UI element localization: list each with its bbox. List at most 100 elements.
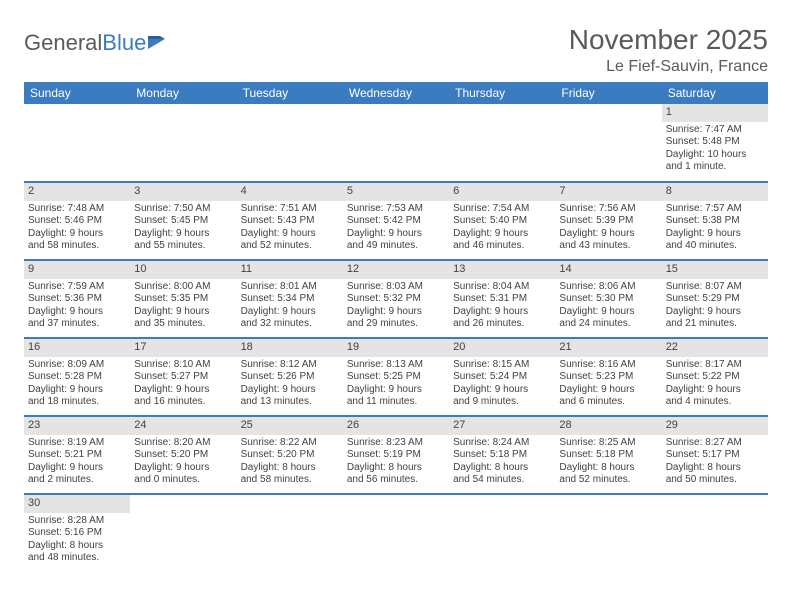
daylight-line1: Daylight: 9 hours xyxy=(453,306,551,319)
col-thursday: Thursday xyxy=(449,82,555,104)
daylight-line2: and 32 minutes. xyxy=(241,318,339,331)
daylight-line1: Daylight: 8 hours xyxy=(666,462,764,475)
day-cell: 28Sunrise: 8:25 AMSunset: 5:18 PMDayligh… xyxy=(555,416,661,494)
day-cell: 13Sunrise: 8:04 AMSunset: 5:31 PMDayligh… xyxy=(449,260,555,338)
day-cell xyxy=(555,494,661,572)
sunrise-text: Sunrise: 8:10 AM xyxy=(134,359,232,372)
sunset-text: Sunset: 5:29 PM xyxy=(666,293,764,306)
daylight-line2: and 16 minutes. xyxy=(134,396,232,409)
day-cell xyxy=(343,494,449,572)
col-monday: Monday xyxy=(130,82,236,104)
sunrise-text: Sunrise: 8:24 AM xyxy=(453,437,551,450)
daylight-line2: and 55 minutes. xyxy=(134,240,232,253)
sunrise-text: Sunrise: 8:06 AM xyxy=(559,281,657,294)
daylight-line2: and 43 minutes. xyxy=(559,240,657,253)
daylight-line2: and 58 minutes. xyxy=(28,240,126,253)
daylight-line2: and 1 minute. xyxy=(666,161,764,174)
day-body: Sunrise: 8:27 AMSunset: 5:17 PMDaylight:… xyxy=(662,435,768,491)
sunset-text: Sunset: 5:46 PM xyxy=(28,215,126,228)
daylight-line1: Daylight: 9 hours xyxy=(28,228,126,241)
sunrise-text: Sunrise: 7:56 AM xyxy=(559,203,657,216)
daylight-line2: and 2 minutes. xyxy=(28,474,126,487)
day-cell: 5Sunrise: 7:53 AMSunset: 5:42 PMDaylight… xyxy=(343,182,449,260)
day-number: 9 xyxy=(24,261,130,279)
day-cell: 2Sunrise: 7:48 AMSunset: 5:46 PMDaylight… xyxy=(24,182,130,260)
col-tuesday: Tuesday xyxy=(237,82,343,104)
title-block: November 2025 Le Fief-Sauvin, France xyxy=(569,24,768,76)
sunrise-text: Sunrise: 8:09 AM xyxy=(28,359,126,372)
day-cell: 21Sunrise: 8:16 AMSunset: 5:23 PMDayligh… xyxy=(555,338,661,416)
day-cell xyxy=(555,104,661,182)
day-number: 22 xyxy=(662,339,768,357)
day-number: 27 xyxy=(449,417,555,435)
day-cell: 10Sunrise: 8:00 AMSunset: 5:35 PMDayligh… xyxy=(130,260,236,338)
day-cell: 29Sunrise: 8:27 AMSunset: 5:17 PMDayligh… xyxy=(662,416,768,494)
daylight-line1: Daylight: 9 hours xyxy=(559,228,657,241)
daylight-line2: and 49 minutes. xyxy=(347,240,445,253)
week-row: 1Sunrise: 7:47 AMSunset: 5:48 PMDaylight… xyxy=(24,104,768,182)
sunset-text: Sunset: 5:21 PM xyxy=(28,449,126,462)
daylight-line1: Daylight: 8 hours xyxy=(559,462,657,475)
sunrise-text: Sunrise: 8:13 AM xyxy=(347,359,445,372)
daylight-line1: Daylight: 9 hours xyxy=(28,306,126,319)
daylight-line1: Daylight: 9 hours xyxy=(347,306,445,319)
sunrise-text: Sunrise: 8:12 AM xyxy=(241,359,339,372)
day-body: Sunrise: 7:48 AMSunset: 5:46 PMDaylight:… xyxy=(24,201,130,257)
daylight-line1: Daylight: 9 hours xyxy=(241,384,339,397)
day-number: 4 xyxy=(237,183,343,201)
sunrise-text: Sunrise: 7:54 AM xyxy=(453,203,551,216)
daylight-line1: Daylight: 9 hours xyxy=(453,384,551,397)
day-number: 11 xyxy=(237,261,343,279)
daylight-line1: Daylight: 9 hours xyxy=(453,228,551,241)
sunset-text: Sunset: 5:40 PM xyxy=(453,215,551,228)
sunset-text: Sunset: 5:45 PM xyxy=(134,215,232,228)
sunrise-text: Sunrise: 8:19 AM xyxy=(28,437,126,450)
calendar-body: 1Sunrise: 7:47 AMSunset: 5:48 PMDaylight… xyxy=(24,104,768,572)
daylight-line2: and 11 minutes. xyxy=(347,396,445,409)
sunset-text: Sunset: 5:38 PM xyxy=(666,215,764,228)
daylight-line1: Daylight: 9 hours xyxy=(28,462,126,475)
daylight-line1: Daylight: 9 hours xyxy=(666,306,764,319)
day-number: 3 xyxy=(130,183,236,201)
daylight-line2: and 56 minutes. xyxy=(347,474,445,487)
daylight-line1: Daylight: 8 hours xyxy=(28,540,126,553)
day-cell: 19Sunrise: 8:13 AMSunset: 5:25 PMDayligh… xyxy=(343,338,449,416)
daylight-line1: Daylight: 9 hours xyxy=(559,384,657,397)
daylight-line1: Daylight: 9 hours xyxy=(134,462,232,475)
day-cell: 20Sunrise: 8:15 AMSunset: 5:24 PMDayligh… xyxy=(449,338,555,416)
daylight-line2: and 0 minutes. xyxy=(134,474,232,487)
sunset-text: Sunset: 5:39 PM xyxy=(559,215,657,228)
week-row: 9Sunrise: 7:59 AMSunset: 5:36 PMDaylight… xyxy=(24,260,768,338)
day-cell xyxy=(130,104,236,182)
sunrise-text: Sunrise: 7:57 AM xyxy=(666,203,764,216)
day-body: Sunrise: 7:59 AMSunset: 5:36 PMDaylight:… xyxy=(24,279,130,335)
day-number: 8 xyxy=(662,183,768,201)
day-number: 15 xyxy=(662,261,768,279)
day-number: 10 xyxy=(130,261,236,279)
day-cell xyxy=(24,104,130,182)
day-body: Sunrise: 7:54 AMSunset: 5:40 PMDaylight:… xyxy=(449,201,555,257)
daylight-line2: and 52 minutes. xyxy=(241,240,339,253)
day-cell: 11Sunrise: 8:01 AMSunset: 5:34 PMDayligh… xyxy=(237,260,343,338)
daylight-line1: Daylight: 8 hours xyxy=(347,462,445,475)
day-body: Sunrise: 7:53 AMSunset: 5:42 PMDaylight:… xyxy=(343,201,449,257)
day-cell: 14Sunrise: 8:06 AMSunset: 5:30 PMDayligh… xyxy=(555,260,661,338)
sunset-text: Sunset: 5:24 PM xyxy=(453,371,551,384)
sunrise-text: Sunrise: 7:51 AM xyxy=(241,203,339,216)
sunset-text: Sunset: 5:20 PM xyxy=(134,449,232,462)
day-cell: 22Sunrise: 8:17 AMSunset: 5:22 PMDayligh… xyxy=(662,338,768,416)
logo-text-2: Blue xyxy=(102,30,146,56)
day-body: Sunrise: 8:10 AMSunset: 5:27 PMDaylight:… xyxy=(130,357,236,413)
day-header-row: Sunday Monday Tuesday Wednesday Thursday… xyxy=(24,82,768,104)
day-body: Sunrise: 7:51 AMSunset: 5:43 PMDaylight:… xyxy=(237,201,343,257)
day-body: Sunrise: 8:23 AMSunset: 5:19 PMDaylight:… xyxy=(343,435,449,491)
header: GeneralBlue November 2025 Le Fief-Sauvin… xyxy=(24,24,768,76)
col-saturday: Saturday xyxy=(662,82,768,104)
day-cell xyxy=(130,494,236,572)
sunrise-text: Sunrise: 8:16 AM xyxy=(559,359,657,372)
daylight-line2: and 50 minutes. xyxy=(666,474,764,487)
month-title: November 2025 xyxy=(569,24,768,56)
day-number: 24 xyxy=(130,417,236,435)
day-body: Sunrise: 8:25 AMSunset: 5:18 PMDaylight:… xyxy=(555,435,661,491)
day-cell: 4Sunrise: 7:51 AMSunset: 5:43 PMDaylight… xyxy=(237,182,343,260)
